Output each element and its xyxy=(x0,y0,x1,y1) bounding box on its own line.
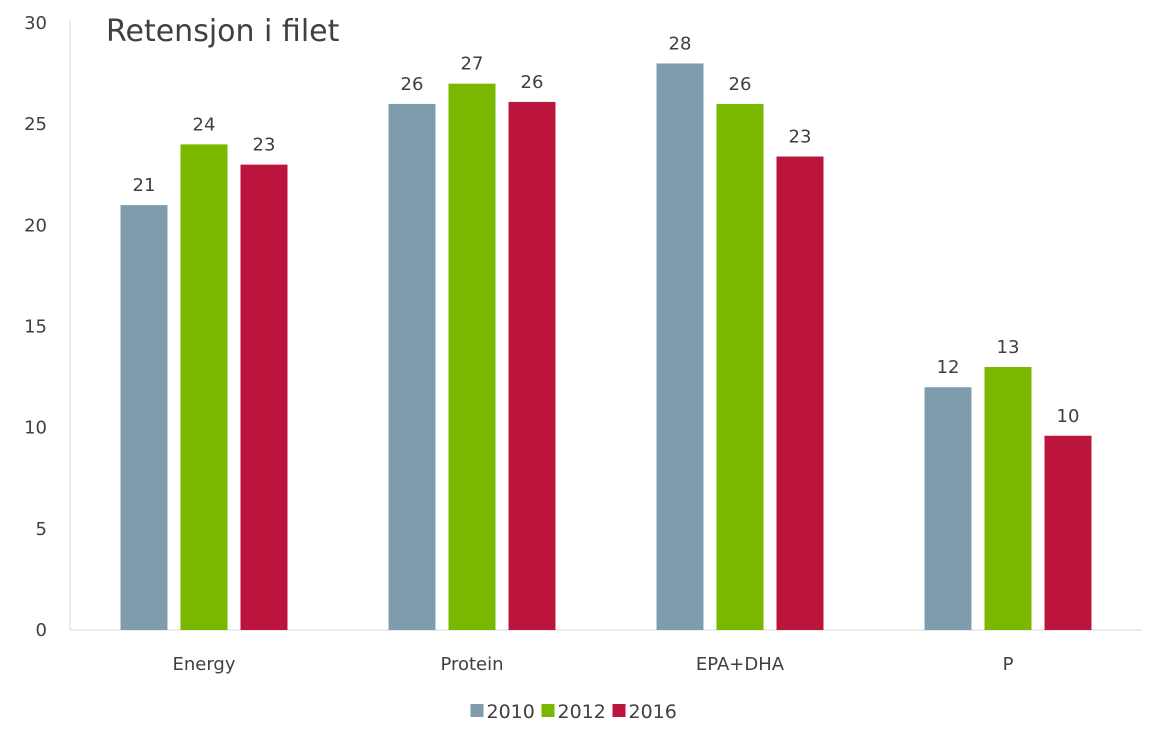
y-tick-label: 5 xyxy=(36,519,47,540)
y-tick-label: 30 xyxy=(24,13,47,34)
data-label: 27 xyxy=(461,54,484,75)
data-label: 23 xyxy=(253,135,276,156)
bar xyxy=(776,156,824,631)
legend-swatch xyxy=(612,704,626,717)
x-category-label: EPA+DHA xyxy=(696,654,785,675)
legend-swatch xyxy=(470,704,484,717)
data-label: 26 xyxy=(729,74,752,95)
bar xyxy=(656,63,704,630)
data-label: 28 xyxy=(669,33,692,54)
data-label: 21 xyxy=(133,175,156,196)
data-label: 10 xyxy=(1057,406,1080,427)
bar xyxy=(508,101,556,630)
bar xyxy=(716,103,764,630)
data-label: 24 xyxy=(193,114,216,135)
x-category-label: P xyxy=(1003,654,1014,675)
data-label: 26 xyxy=(521,72,544,93)
y-tick-label: 10 xyxy=(24,418,47,439)
bar xyxy=(120,205,168,630)
data-labels: 21 24 23 26 27 26 28 26 23 12 13 10 xyxy=(133,33,1080,426)
data-label: 26 xyxy=(401,74,424,95)
bar xyxy=(448,83,496,630)
x-category-label: Energy xyxy=(172,654,235,675)
legend-label: 2010 xyxy=(487,701,535,723)
chart-title: Retensjon i filet xyxy=(106,14,340,49)
bar xyxy=(924,387,972,630)
legend-item: 2012 xyxy=(541,701,606,723)
y-tick-label: 20 xyxy=(24,215,47,236)
data-label: 13 xyxy=(997,337,1020,358)
data-label: 23 xyxy=(789,127,812,148)
bar xyxy=(240,164,288,630)
legend-label: 2016 xyxy=(629,701,677,723)
x-category-label: Protein xyxy=(440,654,503,675)
bar xyxy=(1044,435,1092,630)
bar xyxy=(388,103,436,630)
legend: 2010 2012 2016 xyxy=(470,701,677,723)
bar xyxy=(984,366,1032,630)
category-labels: Energy Protein EPA+DHA P xyxy=(172,654,1013,675)
y-tick-label: 15 xyxy=(24,317,47,338)
bars xyxy=(120,63,1092,631)
bar xyxy=(180,144,228,630)
y-tick-label: 25 xyxy=(24,114,47,135)
legend-swatch xyxy=(541,704,555,717)
data-label: 12 xyxy=(937,357,960,378)
y-tick-label: 0 xyxy=(36,620,47,641)
legend-item: 2016 xyxy=(612,701,677,723)
y-axis-ticks: 0 5 10 15 20 25 30 xyxy=(24,13,47,641)
legend-item: 2010 xyxy=(470,701,535,723)
legend-label: 2012 xyxy=(558,701,606,723)
